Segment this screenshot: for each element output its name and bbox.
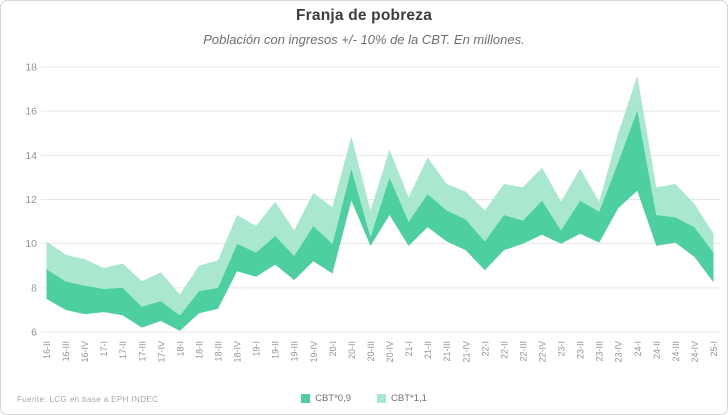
x-tick-label: 25-I <box>709 341 719 357</box>
x-tick-label: 20-III <box>366 341 376 362</box>
x-tick-label: 23-III <box>595 341 605 362</box>
x-tick-label: 19-I <box>252 341 262 357</box>
x-tick-label: 17-IV <box>156 341 166 363</box>
y-tick-label: 14 <box>25 150 37 162</box>
x-tick-label: 20-IV <box>385 341 395 363</box>
x-tick-label: 24-III <box>671 341 681 362</box>
y-tick-label: 8 <box>31 282 37 294</box>
x-tick-label: 17-II <box>118 341 128 359</box>
source-note: Fuente: LCG en base a EPH INDEC <box>17 395 159 404</box>
x-tick-label: 18-II <box>195 341 205 359</box>
y-tick-label: 10 <box>25 238 37 250</box>
chart-subtitle: Población con ingresos +/- 10% de la CBT… <box>203 32 525 47</box>
x-tick-label: 24-I <box>633 341 643 357</box>
x-tick-label: 24-IV <box>690 341 700 363</box>
x-tick-label: 22-II <box>499 341 509 359</box>
x-tick-label: 21-I <box>404 341 414 357</box>
x-tick-label: 22-I <box>480 341 490 357</box>
x-tick-label: 16-III <box>61 341 71 362</box>
x-tick-label: 17-III <box>137 341 147 362</box>
x-tick-label: 18-IV <box>233 341 243 363</box>
x-tick-label: 24-II <box>652 341 662 359</box>
x-tick-label: 21-IV <box>461 341 471 363</box>
x-tick-label: 21-II <box>423 341 433 359</box>
x-tick-label: 22-III <box>518 341 528 362</box>
x-tick-label: 22-IV <box>538 341 548 363</box>
x-tick-label: 19-II <box>271 341 281 359</box>
x-tick-label: 20-II <box>347 341 357 359</box>
x-tick-label: 18-III <box>214 341 224 362</box>
x-tick-label: 17-I <box>99 341 109 357</box>
x-tick-label: 16-IV <box>80 341 90 363</box>
x-tick-label: 23-I <box>557 341 567 357</box>
x-tick-label: 16-II <box>42 341 52 359</box>
x-tick-label: 23-IV <box>614 341 624 363</box>
x-tick-label: 19-III <box>290 341 300 362</box>
chart-title: Franja de pobreza <box>295 7 433 24</box>
y-tick-label: 12 <box>25 194 37 206</box>
y-tick-label: 18 <box>25 62 37 74</box>
y-tick-label: 16 <box>25 106 37 118</box>
x-tick-label: 21-III <box>442 341 452 362</box>
x-tick-label: 23-II <box>576 341 586 359</box>
x-tick-label: 20-I <box>328 341 338 357</box>
x-tick-label: 19-IV <box>309 341 319 363</box>
x-tick-label: 18-I <box>175 341 185 357</box>
y-tick-label: 6 <box>31 327 37 339</box>
band-cbt-1-1 <box>46 75 714 316</box>
band-cbt-0-9 <box>46 110 714 331</box>
